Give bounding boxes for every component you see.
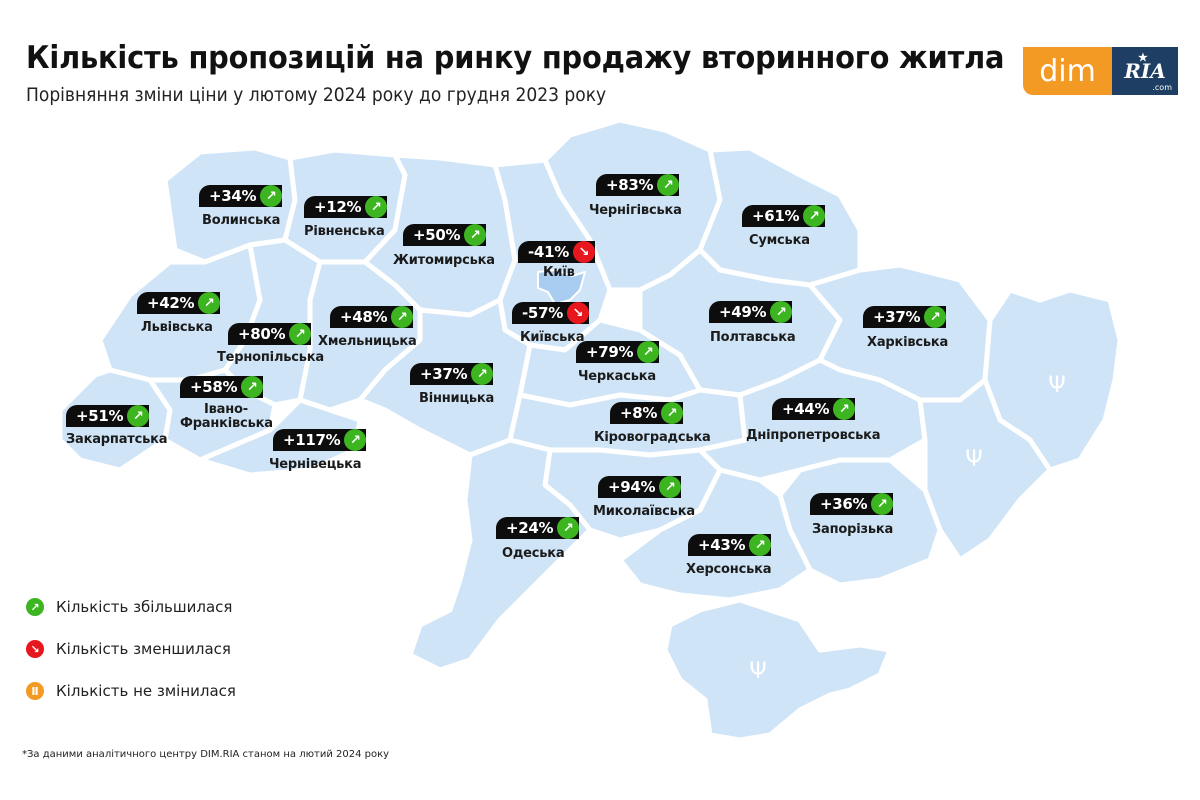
arrow-down-right-icon: ↘: [26, 640, 44, 658]
region-label-zaporizhzhia: Запорізька: [812, 522, 894, 537]
region-label-chernihiv: Чернігівська: [589, 203, 682, 218]
badge-kyiv-city: -41% ↘: [518, 241, 595, 263]
region-label-vinnytsia: Вінницька: [419, 391, 495, 406]
arrow-up-right-icon: ↗: [803, 205, 826, 227]
badge-odesa: +24% ↗: [496, 517, 580, 539]
logo-dim-part: dim: [1023, 47, 1112, 95]
region-label-odesa: Одеська: [502, 546, 565, 561]
badge-volyn: +34% ↗: [199, 185, 283, 207]
badge-cherkasy: +79% ↗: [576, 341, 660, 363]
legend: ↗ Кількість збільшилася ↘ Кількість змен…: [26, 596, 236, 722]
region-label-zhytomyr: Житомирська: [393, 253, 495, 268]
legend-item-increase: ↗ Кількість збільшилася: [26, 596, 236, 618]
region-label-sumy: Сумська: [749, 233, 810, 248]
arrow-up-right-icon: ↗: [770, 301, 793, 323]
star-icon: ★: [1138, 51, 1148, 64]
badge-kharkiv: +37% ↗: [863, 306, 947, 328]
badge-vinnytsia: +37% ↗: [410, 363, 494, 385]
region-label-kherson: Херсонська: [686, 562, 772, 577]
arrow-up-right-icon: ↗: [289, 323, 312, 345]
legend-label: Кількість не змінилася: [56, 682, 236, 700]
region-label-dnipro: Дніпропетровська: [746, 428, 881, 443]
region-label-kirovohrad: Кіровоградська: [594, 430, 711, 445]
arrow-down-right-icon: ↘: [572, 241, 595, 263]
badge-zaporizhzhia: +36% ↗: [810, 493, 894, 515]
region-label-poltava: Полтавська: [710, 330, 796, 345]
arrow-up-right-icon: ↗: [637, 341, 660, 363]
arrow-up-right-icon: ↗: [365, 196, 388, 218]
arrow-up-right-icon: ↗: [557, 517, 580, 539]
badge-kirovohrad: +8% ↗: [610, 402, 684, 424]
arrow-up-right-icon: ↗: [924, 306, 947, 328]
region-label-volyn: Волинська: [202, 213, 281, 228]
badge-lviv: +42% ↗: [137, 292, 221, 314]
badge-kherson: +43% ↗: [688, 534, 772, 556]
legend-item-unchanged: Ⅱ Кількість не змінилася: [26, 680, 236, 702]
badge-khmelnytskyi: +48% ↗: [330, 306, 414, 328]
badge-chernihiv: +83% ↗: [596, 174, 680, 196]
region-label-ternopil: Тернопільська: [217, 350, 325, 365]
arrow-up-right-icon: ↗: [26, 598, 44, 616]
page-subtitle: Порівняння зміни ціни у лютому 2024 року…: [26, 84, 607, 106]
badge-dnipro: +44% ↗: [772, 398, 856, 420]
logo-ria-part: ★ RIA .com: [1112, 47, 1178, 95]
arrow-up-right-icon: ↗: [260, 185, 283, 207]
region-label-ivano-frankivsk: Івано-Франківська: [180, 402, 273, 431]
badge-sumy: +61% ↗: [742, 205, 826, 227]
tryzub-icon-luhansk: Ψ: [1048, 373, 1065, 398]
region-label-rivne: Рівненська: [304, 224, 385, 239]
arrow-up-right-icon: ↗: [127, 405, 150, 427]
arrow-up-right-icon: ↗: [471, 363, 494, 385]
region-label-mykolaiv: Миколаївська: [593, 504, 695, 519]
region-label-cherkasy: Черкаська: [578, 369, 656, 384]
region-label-zakarpattia: Закарпатська: [66, 432, 168, 447]
badge-zhytomyr: +50% ↗: [403, 224, 487, 246]
legend-label: Кількість збільшилася: [56, 598, 233, 616]
arrow-up-right-icon: ↗: [833, 398, 856, 420]
region-crimea: [662, 597, 893, 743]
tryzub-icon-crimea: Ψ: [749, 659, 766, 684]
arrow-up-right-icon: ↗: [198, 292, 221, 314]
logo-ria-suffix: .com: [1152, 83, 1172, 92]
arrow-up-right-icon: ↗: [464, 224, 487, 246]
arrow-up-right-icon: ↗: [391, 306, 414, 328]
region-label-chernivtsi: Чернівецька: [269, 457, 362, 472]
logo-ria-text: RIA: [1124, 59, 1166, 83]
arrow-up-right-icon: ↗: [871, 493, 894, 515]
legend-item-decrease: ↘ Кількість зменшилася: [26, 638, 236, 660]
region-label-khmelnytskyi: Хмельницька: [318, 334, 417, 349]
legend-label: Кількість зменшилася: [56, 640, 231, 658]
badge-value: +117%: [273, 429, 367, 451]
arrow-up-right-icon: ↗: [749, 534, 772, 556]
badge-poltava: +49% ↗: [709, 301, 793, 323]
pause-icon: Ⅱ: [26, 682, 44, 700]
arrow-down-right-icon: ↘: [566, 302, 589, 324]
region-label-kharkiv: Харківська: [867, 335, 949, 350]
region-label-lviv: Львівська: [141, 320, 213, 335]
arrow-up-right-icon: ↗: [659, 476, 682, 498]
badge-chernivtsi: +117% ↗: [273, 429, 367, 451]
tryzub-icon-donetsk: Ψ: [965, 447, 982, 472]
badge-ivano-frankivsk: +58% ↗: [180, 376, 264, 398]
region-label-kyivska: Київська: [520, 330, 585, 345]
region-odesa: [407, 437, 593, 673]
badge-mykolaiv: +94% ↗: [598, 476, 682, 498]
badge-rivne: +12% ↗: [304, 196, 388, 218]
arrow-up-right-icon: ↗: [241, 376, 264, 398]
arrow-up-right-icon: ↗: [344, 429, 367, 451]
badge-zakarpattia: +51% ↗: [66, 405, 150, 427]
region-kyiv-city: [537, 269, 586, 305]
arrow-up-right-icon: ↗: [657, 174, 680, 196]
page-title: Кількість пропозицій на ринку продажу вт…: [26, 40, 1005, 76]
arrow-up-right-icon: ↗: [661, 402, 684, 424]
badge-kyivska: -57% ↘: [512, 302, 589, 324]
footnote: *За даними аналітичного центру DIM.RIA с…: [22, 749, 390, 760]
badge-ternopil: +80% ↗: [228, 323, 312, 345]
region-label-kyiv-city: Київ: [543, 265, 575, 280]
dim-ria-logo: dim ★ RIA .com: [1023, 47, 1178, 95]
